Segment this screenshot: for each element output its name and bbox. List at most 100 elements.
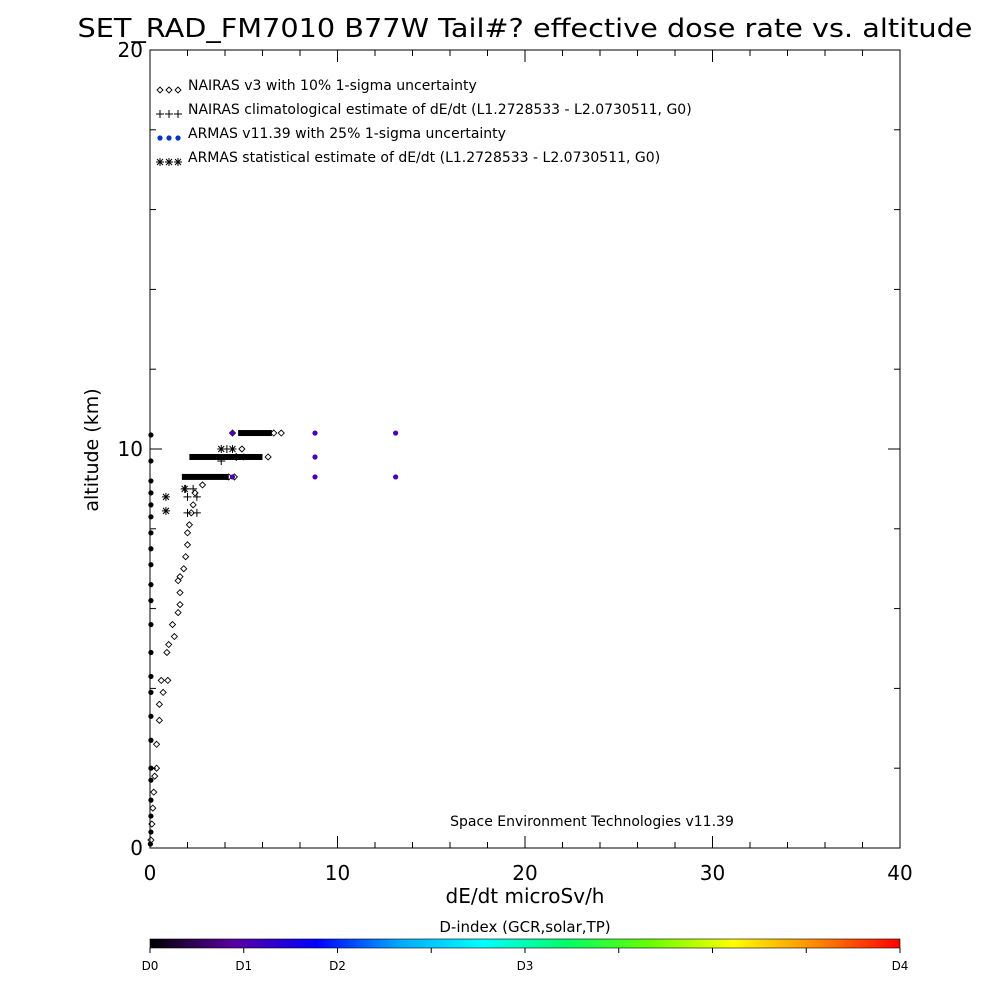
x-axis-label: dE/dt microSv/h — [446, 884, 605, 908]
data-point-asterisk — [156, 158, 164, 166]
data-point-diamond — [159, 688, 167, 697]
data-point-dot — [312, 474, 318, 480]
data-point-plus — [192, 492, 201, 501]
data-point-diamond — [152, 740, 161, 748]
data-point-diamond — [198, 481, 207, 489]
y-tick-labels: 0 10 20 — [118, 38, 143, 860]
data-point-diamond — [264, 453, 272, 461]
y-axis-label: altitude (km) — [81, 388, 103, 511]
legend-symbol — [157, 135, 181, 141]
data-point-plus — [156, 110, 164, 118]
y-tick-label: 10 — [118, 437, 143, 461]
data-point-dot — [229, 474, 236, 480]
data-point-diamond — [165, 640, 173, 649]
data-point-dot — [148, 737, 154, 743]
annotation: Space Environment Technologies v11.39 — [450, 814, 734, 830]
data-point-dot — [147, 841, 153, 847]
legend-symbol — [156, 86, 182, 94]
legend-symbol — [156, 110, 182, 118]
colorbar — [149, 938, 901, 949]
x-tick-label: 30 — [700, 861, 725, 885]
data-point-plus — [192, 508, 201, 517]
data-point-diamond — [174, 577, 182, 585]
data-point-diamond — [174, 608, 182, 617]
data-point-diamond — [148, 820, 156, 828]
data-bands — [181, 430, 272, 480]
legend-label: ARMAS statistical estimate of dE/dt (L1.… — [188, 150, 660, 166]
data-point-dot — [312, 430, 318, 436]
data-point-diamond — [174, 86, 182, 94]
data-band — [238, 430, 272, 437]
data-point-plus — [232, 452, 241, 461]
legend-item: ARMAS statistical estimate of dE/dt (L1.… — [156, 150, 660, 166]
data-point-dot — [148, 458, 154, 464]
legend-symbol — [156, 158, 182, 166]
data-point-diamond — [180, 565, 188, 573]
data-point-diamond — [238, 445, 246, 453]
data-point-diamond — [168, 620, 177, 629]
data-point-dot — [148, 813, 154, 819]
data-point-diamond — [165, 86, 173, 94]
data-point-dot — [148, 582, 154, 588]
data-point-dot — [148, 713, 154, 719]
plot-area — [149, 49, 901, 849]
data-point-diamond — [183, 541, 192, 549]
data-point-asterisk — [161, 506, 170, 515]
data-point-dot — [148, 546, 154, 552]
data-point-asterisk — [217, 445, 226, 453]
data-point-diamond — [189, 501, 197, 509]
legend-item: ARMAS v11.39 with 25% 1-sigma uncertaint… — [157, 126, 506, 142]
data-point-dot — [166, 135, 172, 141]
data-point-diamond — [277, 429, 285, 437]
data-point-diamond — [185, 521, 194, 529]
legend-item: NAIRAS v3 with 10% 1-sigma uncertainty — [156, 78, 477, 94]
x-tick-labels: 0 10 20 30 40 — [144, 861, 913, 885]
data-point-diamond — [176, 600, 184, 609]
data-point-dot — [148, 514, 154, 520]
colorbar-label: D1 — [235, 959, 252, 973]
data-marks — [147, 429, 399, 847]
data-point-diamond — [152, 764, 161, 772]
x-tick-label: 20 — [512, 861, 537, 885]
legend-label: NAIRAS v3 with 10% 1-sigma uncertainty — [188, 78, 477, 94]
data-point-dot — [229, 430, 236, 436]
data-point-plus — [217, 456, 226, 465]
chart-title: SET_RAD_FM7010 B77W Tail#? effective dos… — [78, 14, 973, 44]
data-point-dot — [148, 490, 154, 496]
colorbar-label: D4 — [892, 959, 909, 973]
data-point-dot — [148, 598, 154, 604]
colorbar-label: D0 — [142, 959, 159, 973]
data-point-diamond — [155, 716, 164, 724]
data-point-diamond — [176, 573, 184, 581]
data-point-dot — [157, 135, 163, 141]
data-point-asterisk — [161, 492, 170, 501]
data-point-dot — [148, 829, 154, 835]
data-point-dot — [148, 502, 154, 508]
data-point-diamond — [157, 676, 165, 685]
data-point-dot — [393, 430, 399, 436]
data-point-dot — [148, 478, 154, 484]
colorbar-label: D3 — [517, 959, 534, 973]
data-point-diamond — [150, 788, 158, 796]
data-point-diamond — [181, 553, 190, 561]
data-point-diamond — [163, 648, 171, 657]
data-point-plus — [174, 110, 182, 118]
data-point-diamond — [240, 453, 248, 461]
data-point-asterisk — [228, 445, 237, 453]
legend: NAIRAS v3 with 10% 1-sigma uncertainty NA… — [156, 78, 692, 166]
data-point-dot — [393, 474, 399, 480]
colorbar-label: D2 — [329, 959, 346, 973]
data-point-dot — [148, 649, 154, 656]
data-point-dot — [148, 562, 154, 568]
data-point-dot — [312, 454, 318, 460]
data-point-asterisk — [180, 484, 189, 493]
y-tick-label: 0 — [130, 836, 143, 860]
data-point-plus — [189, 484, 198, 493]
data-point-diamond — [176, 589, 184, 597]
data-point-dot — [148, 797, 154, 803]
x-tick-label: 10 — [325, 861, 350, 885]
legend-label: NAIRAS climatological estimate of dE/dt … — [188, 102, 692, 118]
y-tick-label: 20 — [118, 38, 143, 62]
colorbar-labels: D0 D1 D2 D3 D4 — [142, 959, 909, 973]
data-point-diamond — [164, 676, 172, 685]
